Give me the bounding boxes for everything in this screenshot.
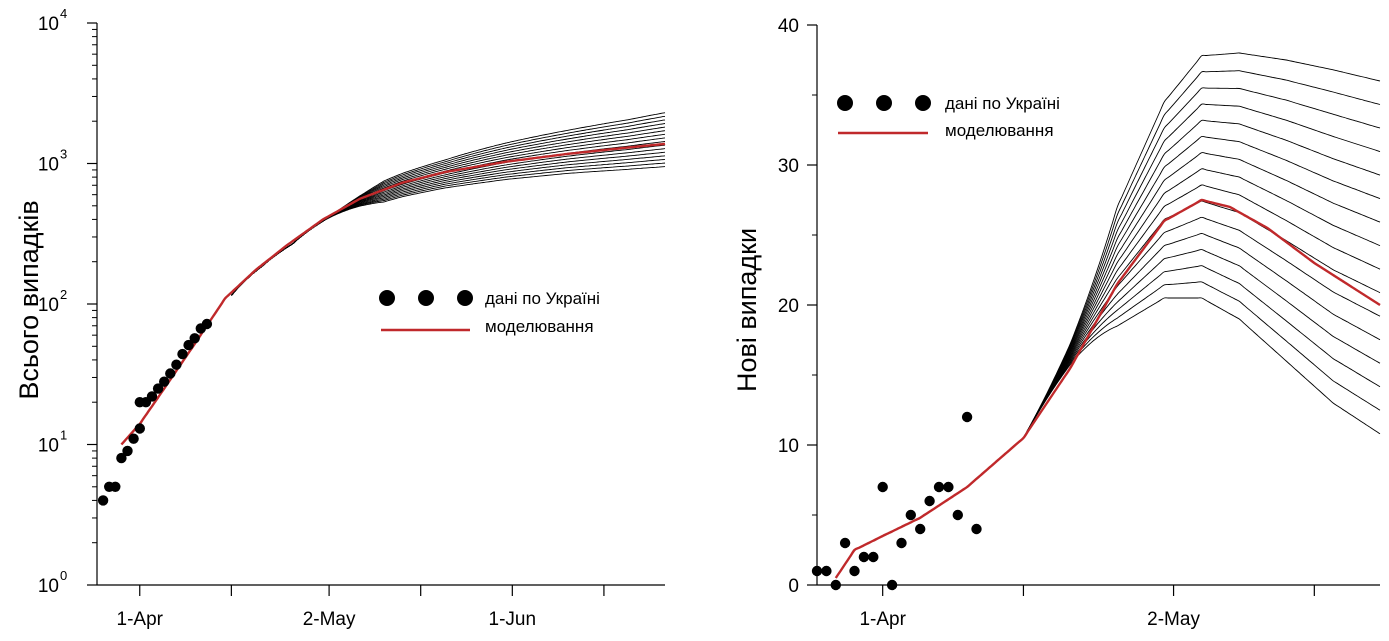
legend-label-model: моделювання — [945, 121, 1054, 140]
scenario-line — [1023, 135, 1381, 439]
data-point — [165, 368, 176, 379]
data-point — [943, 481, 954, 493]
axes — [807, 24, 1380, 596]
scenario-line — [1023, 216, 1381, 439]
data-point — [877, 481, 888, 493]
tick-labels: 1-Apr 2-May 0 10 20 30 40 — [778, 16, 1201, 630]
data-point — [924, 495, 935, 507]
data-point — [849, 565, 860, 577]
data-point — [201, 318, 213, 330]
scenario-line — [1023, 281, 1381, 439]
scenario-line — [1023, 70, 1381, 439]
y-tick-label: 40 — [778, 16, 799, 37]
y-tick-label: 10 — [38, 436, 59, 457]
scenario-line — [1023, 249, 1381, 439]
axes — [87, 22, 665, 596]
data-point — [821, 565, 832, 577]
scenario-line — [231, 144, 666, 296]
legend-marker — [418, 290, 434, 306]
scenario-line — [1023, 52, 1381, 439]
y-axis-title: Нові випадки — [732, 228, 762, 392]
x-tick-label: 1-Jun — [489, 609, 537, 630]
legend-marker — [876, 95, 892, 111]
data-point — [961, 411, 973, 423]
scenario-line — [1023, 200, 1381, 439]
y-tick-label: 10 — [778, 436, 799, 457]
legend-marker — [379, 290, 395, 306]
scenario-line — [1023, 87, 1381, 439]
model-line — [834, 198, 1381, 579]
scenario-curves — [231, 112, 666, 296]
scenario-line — [1023, 232, 1381, 439]
data-point — [171, 359, 182, 370]
y-tick-label: 10 — [38, 576, 59, 597]
data-point — [905, 509, 916, 521]
y-tick-exponent: 0 — [60, 568, 67, 583]
data-point — [134, 423, 145, 434]
legend: дані по Україні моделювання — [837, 94, 1060, 140]
data-point — [183, 339, 194, 351]
data-point — [97, 495, 109, 506]
scenario-line — [1023, 152, 1381, 439]
y-tick-label: 30 — [778, 156, 799, 177]
y-tick-exponent: 1 — [60, 428, 67, 443]
data-point — [110, 481, 121, 492]
data-point — [915, 523, 926, 535]
data-point — [933, 481, 945, 493]
scenario-line — [1023, 168, 1381, 439]
y-tick-label: 10 — [38, 14, 59, 35]
data-point — [122, 445, 133, 457]
scenario-line — [1023, 184, 1381, 439]
legend-label-data: дані по Україні — [485, 289, 600, 308]
data-point — [177, 348, 188, 360]
data-points — [97, 318, 213, 506]
y-tick-exponent: 4 — [60, 6, 67, 21]
y-tick-exponent: 2 — [60, 287, 67, 302]
legend-marker — [457, 290, 473, 306]
data-point — [128, 433, 139, 444]
data-point — [159, 376, 170, 387]
x-tick-label: 1-Apr — [859, 609, 906, 630]
data-point — [896, 537, 907, 549]
y-tick-label: 10 — [38, 295, 59, 316]
data-point — [952, 509, 963, 521]
scenario-line — [231, 151, 666, 296]
scenario-line — [231, 155, 666, 296]
data-points — [811, 411, 982, 591]
data-point — [146, 391, 158, 402]
legend-label-data: дані по Україні — [945, 94, 1060, 113]
legend: дані по Україні моделювання — [379, 289, 600, 336]
chart-new-cases: 1-Apr 2-May 0 10 20 30 40 Нові випадки дані по… — [732, 16, 1381, 630]
y-tick-label: 10 — [38, 155, 59, 176]
scenario-line — [1023, 119, 1381, 439]
legend-label-model: моделювання — [485, 317, 594, 336]
model-curve — [120, 142, 666, 446]
scenario-line — [1023, 297, 1381, 439]
model-line — [120, 142, 666, 446]
scenario-line — [1023, 265, 1381, 439]
scenario-line — [231, 162, 666, 296]
data-point — [971, 523, 982, 535]
x-tick-label: 2-May — [1147, 609, 1200, 630]
scenario-line — [1023, 103, 1381, 439]
data-point — [189, 333, 200, 344]
y-tick-label: 0 — [788, 576, 799, 597]
data-point — [116, 452, 127, 464]
model-curve — [834, 198, 1381, 579]
y-tick-exponent: 3 — [60, 147, 67, 162]
scenario-curves — [1023, 52, 1381, 439]
y-tick-label: 20 — [778, 296, 799, 317]
x-tick-label: 1-Apr — [117, 609, 164, 630]
data-point — [858, 551, 870, 563]
legend-marker — [915, 95, 931, 111]
data-point — [868, 551, 879, 563]
x-tick-label: 2-May — [303, 609, 356, 630]
legend-marker — [837, 95, 853, 111]
data-point — [839, 537, 851, 549]
data-point — [152, 383, 164, 394]
y-axis-title: Всього випадків — [14, 200, 44, 399]
